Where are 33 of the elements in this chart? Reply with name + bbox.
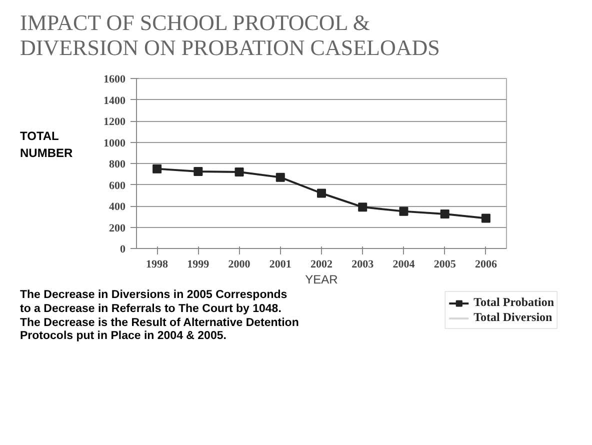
x-tick-label: 2000 — [228, 258, 251, 270]
point — [194, 166, 203, 176]
y-tick-label: 800 — [109, 158, 126, 170]
point — [317, 188, 326, 198]
x-axis-title: YEAR — [305, 272, 338, 286]
y-tick-label: 400 — [109, 201, 126, 213]
x-tick-label: 2004 — [392, 258, 416, 270]
point — [234, 168, 244, 176]
y-axis-title: TOTAL NUMBER — [20, 128, 73, 162]
legend-label: Total Diversion — [474, 310, 552, 325]
y-tick-label: 1600 — [104, 74, 126, 86]
y-tick-label: 600 — [109, 180, 126, 192]
x-tick-label: 2005 — [434, 258, 456, 270]
y-tick-label: 1400 — [104, 94, 126, 107]
x-tick-label: 2003 — [352, 258, 374, 270]
y-tick-label: 200 — [109, 222, 126, 234]
point — [152, 164, 162, 174]
x-tick-label: 2002 — [310, 258, 333, 270]
x-tick-label: 1998 — [146, 258, 169, 270]
chart-title: IMPACT OF SCHOOL PROTOCOL & DIVERSION ON PROBATION CASELOADS — [20, 10, 441, 61]
point — [276, 172, 285, 182]
y-tick-label: 1200 — [104, 116, 126, 128]
x-tick-label: 2006 — [474, 258, 498, 270]
x-tick-label: 2001 — [269, 258, 292, 270]
point — [358, 202, 368, 212]
legend-label: Total Probation — [474, 295, 554, 310]
point — [481, 214, 490, 223]
point — [399, 206, 408, 216]
point — [440, 209, 450, 218]
text: The Decrease in Diversions in 2005 Corresponds to a Decrease in Referrals to The Court by 1048. The Decrease is the Result of Alternative Detention Protocols put in Place in 2004 & 2005. — [20, 289, 300, 344]
x-tick-label: 1999 — [187, 258, 210, 270]
y-tick-label: 1000 — [104, 137, 126, 150]
y-tick-label: 0 — [120, 244, 126, 256]
